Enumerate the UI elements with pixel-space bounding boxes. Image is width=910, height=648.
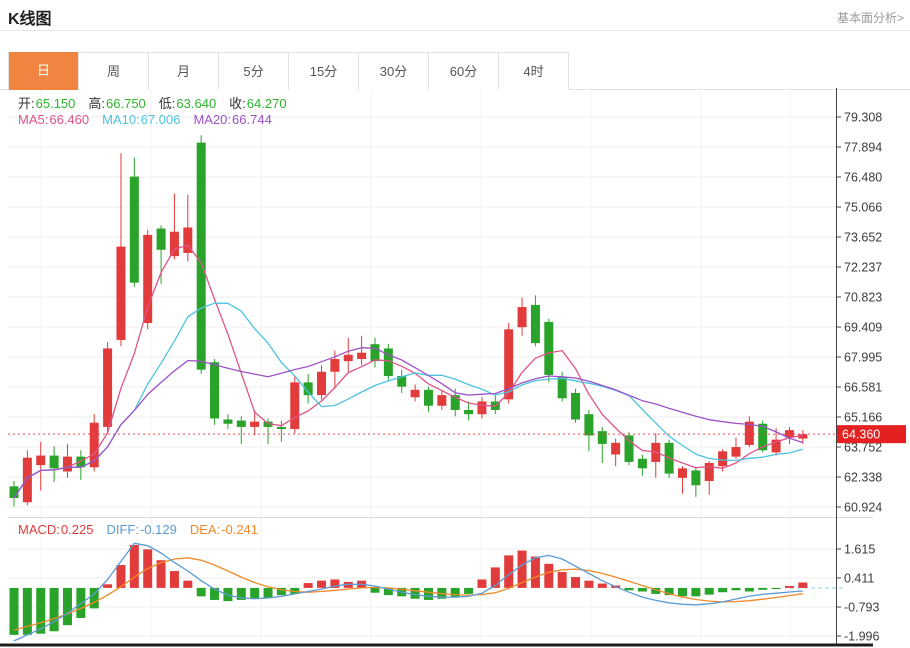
svg-text:67.995: 67.995 [844, 351, 882, 365]
svg-text:75.066: 75.066 [844, 201, 882, 215]
svg-text:62.338: 62.338 [844, 471, 882, 485]
ma5-line [13, 244, 803, 499]
period-tabbar: 日周月 5分 15分 30分 60分 4时 [8, 52, 569, 90]
diff-line [13, 542, 803, 642]
ma20-line [13, 347, 804, 499]
ohlc-item-0: 开:65.150 [18, 96, 76, 111]
ma-legend: MA5:66.460 MA10:67.006 MA20:66.744 [18, 112, 285, 127]
svg-text:72.237: 72.237 [844, 261, 882, 275]
tab-month[interactable]: 月 [149, 53, 219, 90]
ohlc-item-3: 收:64.270 [229, 96, 287, 111]
svg-text:-1.996: -1.996 [844, 630, 879, 644]
ohlc-legend: 开:65.150 高:66.750 低:63.640 收:64.270 [18, 93, 300, 112]
macd-item-0: MACD:0.225 [18, 522, 94, 537]
svg-text:69.409: 69.409 [844, 321, 882, 335]
svg-text:60.924: 60.924 [844, 501, 882, 515]
svg-text:1.615: 1.615 [844, 543, 875, 557]
tab-60min[interactable]: 60分 [429, 53, 499, 90]
chart-bottom-border [0, 643, 873, 647]
price-axis: 79.308 77.894 76.480 75.066 73.652 72.237 70.8… [836, 88, 882, 645]
tab-week[interactable]: 周 [79, 53, 149, 90]
tab-30min[interactable]: 30分 [359, 53, 429, 90]
svg-text:70.823: 70.823 [844, 291, 882, 305]
ma10-line [13, 302, 804, 499]
last-price-badge: 64.360 [837, 425, 906, 444]
svg-text:63.752: 63.752 [844, 441, 882, 455]
svg-text:77.894: 77.894 [844, 141, 882, 155]
ma-item-1: MA10:67.006 [102, 112, 181, 127]
svg-text:79.308: 79.308 [844, 111, 882, 125]
macd-item-1: DIFF:-0.129 [106, 522, 177, 537]
svg-text:76.480: 76.480 [844, 171, 882, 185]
tab-15min[interactable]: 15分 [289, 53, 359, 90]
ohlc-item-2: 低:63.640 [158, 96, 217, 111]
svg-text:66.581: 66.581 [844, 381, 882, 395]
svg-text:-0.793: -0.793 [844, 601, 879, 615]
header-divider [0, 30, 910, 31]
page-title: K线图 [8, 11, 52, 28]
svg-text:64.360: 64.360 [842, 428, 880, 442]
macd-legend: MACD:0.225 DIFF:-0.129 DEA:-0.241 [18, 522, 271, 537]
tab-5min[interactable]: 5分 [219, 53, 289, 90]
svg-text:73.652: 73.652 [844, 231, 882, 245]
macd-item-2: DEA:-0.241 [189, 522, 259, 537]
ohlc-item-1: 高:66.750 [88, 96, 146, 111]
candlestick-series [9, 135, 808, 507]
gridlines [8, 88, 836, 643]
dea-line [13, 557, 803, 631]
fundamental-analysis-link[interactable]: 基本面分析> [836, 11, 904, 25]
svg-text:0.411: 0.411 [844, 572, 874, 586]
ma-item-0: MA5:66.460 [18, 112, 90, 127]
svg-text:65.166: 65.166 [844, 411, 882, 425]
ma-item-2: MA20:66.744 [193, 112, 272, 127]
tab-4hour[interactable]: 4时 [499, 53, 569, 90]
tab-day[interactable]: 日 [9, 52, 79, 90]
